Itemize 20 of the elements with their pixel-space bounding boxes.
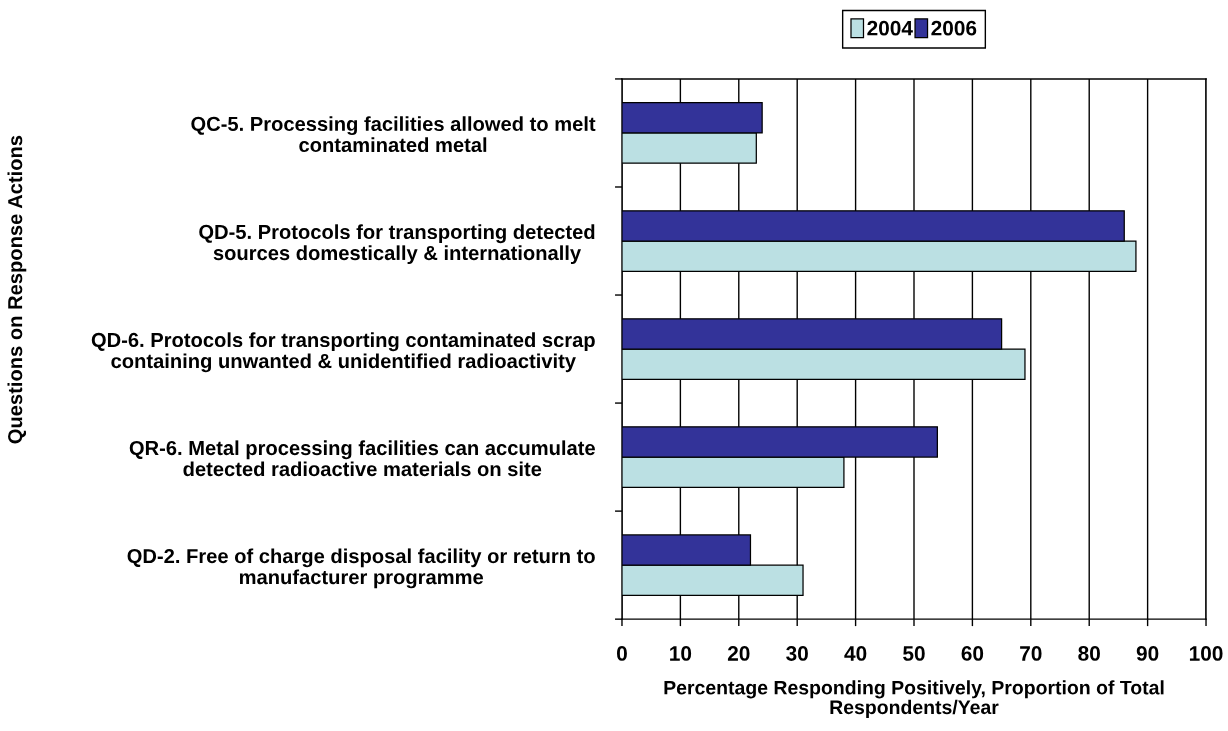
legend-label: 2006 — [931, 20, 977, 36]
legend-label: 2004 — [867, 20, 913, 36]
x-tick-label: 70 — [1020, 646, 1042, 661]
x-tick-label: 30 — [786, 646, 808, 661]
x-tick-label: 20 — [727, 646, 750, 661]
y-tick-label: QD-5. Protocols for transporting detected sources domestically & internationally — [199, 224, 595, 265]
y-axis-title: Questions on Response Actions — [7, 135, 27, 444]
y-tick-label: QC-5. Processing facilities allowed to melt contaminated metal — [191, 116, 596, 153]
x-axis-title: Percentage Responding Positively, Proportion of Total Respondents/Year — [664, 680, 1164, 718]
y-tick-label: QR-6. Metal processing facilities can accumulate detected radioactive materials on site — [129, 440, 595, 477]
x-tick-label: 50 — [903, 646, 925, 661]
y-tick-label: QD-6. Protocols for transporting contaminated scrap containing unwanted & unidentified radioactivity — [91, 332, 595, 373]
x-tick-label: 80 — [1078, 646, 1100, 661]
x-tick-label: 10 — [670, 646, 692, 661]
x-tick-label: 40 — [844, 646, 867, 661]
x-tick-label: 0 — [617, 646, 627, 661]
y-tick-label: QD-2. Free of charge disposal facility or return to manufacturer programme — [127, 548, 595, 589]
x-tick-label: 100 — [1189, 646, 1223, 661]
x-tick-label: 90 — [1136, 646, 1159, 661]
x-tick-label: 60 — [961, 646, 984, 661]
